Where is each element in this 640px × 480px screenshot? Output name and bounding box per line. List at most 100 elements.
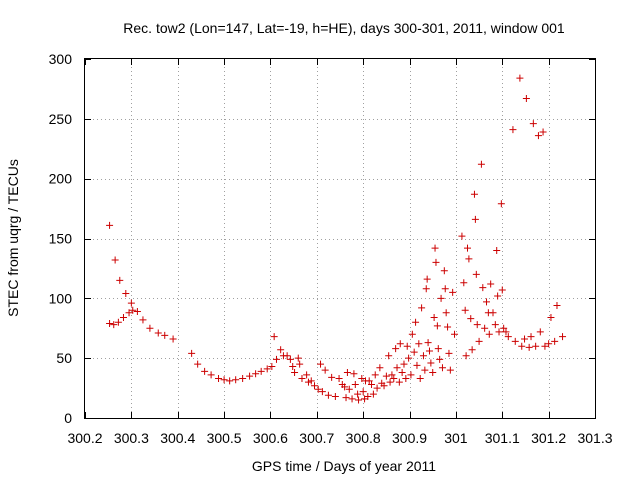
data-point [246, 372, 254, 380]
x-tick-label: 300.6 [253, 430, 288, 446]
data-point [385, 352, 393, 360]
data-point [491, 321, 499, 329]
data-point [413, 361, 421, 369]
data-point [442, 309, 450, 317]
chart-title: Rec. tow2 (Lon=147, Lat=-19, h=HE), days… [123, 20, 565, 36]
y-tick-label: 0 [64, 410, 72, 426]
data-point [500, 324, 508, 332]
data-point [291, 369, 299, 377]
data-point [541, 342, 549, 350]
data-point [289, 363, 297, 371]
data-point [390, 375, 398, 383]
data-point [283, 352, 291, 360]
data-point [215, 375, 223, 383]
x-tick-label: 301.3 [577, 430, 612, 446]
data-point [324, 391, 332, 399]
data-point [536, 328, 544, 336]
data-point [402, 375, 410, 383]
data-point [125, 309, 133, 317]
data-point [122, 290, 130, 298]
data-point [430, 313, 438, 321]
data-point [110, 321, 118, 329]
x-tick-labels: 300.2 300.3 300.4 300.5 300.6 300.7 300.8 300.9… [67, 430, 612, 446]
data-point [489, 309, 497, 317]
x-tick-label: 300.7 [299, 430, 334, 446]
data-point [475, 337, 483, 345]
data-point [419, 352, 427, 360]
data-point [405, 354, 413, 362]
data-point [380, 382, 388, 390]
data-point [388, 371, 396, 379]
data-point [495, 328, 503, 336]
grid-lines [85, 59, 595, 418]
data-point [277, 346, 285, 354]
data-point [460, 279, 468, 287]
data-point [408, 330, 416, 338]
data-point [407, 371, 415, 379]
data-point [412, 318, 420, 326]
data-point [438, 364, 446, 372]
data-point [201, 367, 209, 375]
data-point [529, 120, 537, 128]
x-tick-label: 300.2 [67, 430, 102, 446]
plot-frame [84, 58, 596, 419]
data-point [479, 284, 487, 292]
data-point [343, 369, 351, 377]
data-point [207, 371, 215, 379]
data-point [188, 349, 196, 357]
data-point [382, 372, 390, 380]
data-point [317, 360, 325, 368]
data-point [445, 349, 453, 357]
x-tick-label: 301 [444, 430, 468, 446]
data-point [358, 375, 366, 383]
x-axis-title: GPS time / Days of year 2011 [252, 458, 436, 474]
data-point [422, 285, 430, 293]
data-point [133, 307, 141, 315]
data-point [239, 375, 247, 383]
data-point [154, 329, 162, 337]
data-point [359, 388, 367, 396]
data-point [286, 355, 294, 363]
data-point [257, 367, 265, 375]
data-point [437, 294, 445, 302]
data-point [272, 355, 280, 363]
data-point [161, 331, 169, 339]
data-point [371, 371, 379, 379]
data-point [471, 215, 479, 223]
data-point [423, 275, 431, 283]
data-point [127, 299, 135, 307]
data-point [444, 323, 452, 331]
data-point [365, 377, 373, 385]
data-point [351, 380, 359, 388]
y-tick-labels: 0 50 100 150 200 250 300 [49, 51, 73, 426]
data-point [106, 221, 114, 229]
data-point [298, 375, 306, 383]
data-point [441, 285, 449, 293]
data-point [116, 276, 124, 284]
data-point [521, 335, 529, 343]
data-point [449, 288, 457, 296]
y-axis-title: STEC from uqrg / TECUs [5, 159, 21, 317]
data-point [395, 378, 403, 386]
data-point [119, 313, 127, 321]
data-point [518, 342, 526, 350]
data-points [106, 74, 567, 404]
data-point [314, 385, 322, 393]
data-point [311, 382, 318, 390]
data-point [425, 347, 433, 355]
data-point [481, 324, 489, 332]
data-point [194, 360, 202, 368]
data-point [418, 304, 426, 312]
data-point [472, 270, 480, 278]
data-point [369, 390, 377, 398]
data-point [468, 346, 476, 354]
data-point [368, 380, 376, 388]
data-point [296, 360, 304, 368]
data-point [434, 345, 442, 353]
data-point [461, 306, 469, 314]
data-point [525, 343, 533, 351]
data-point [331, 392, 339, 400]
data-point [220, 376, 228, 384]
